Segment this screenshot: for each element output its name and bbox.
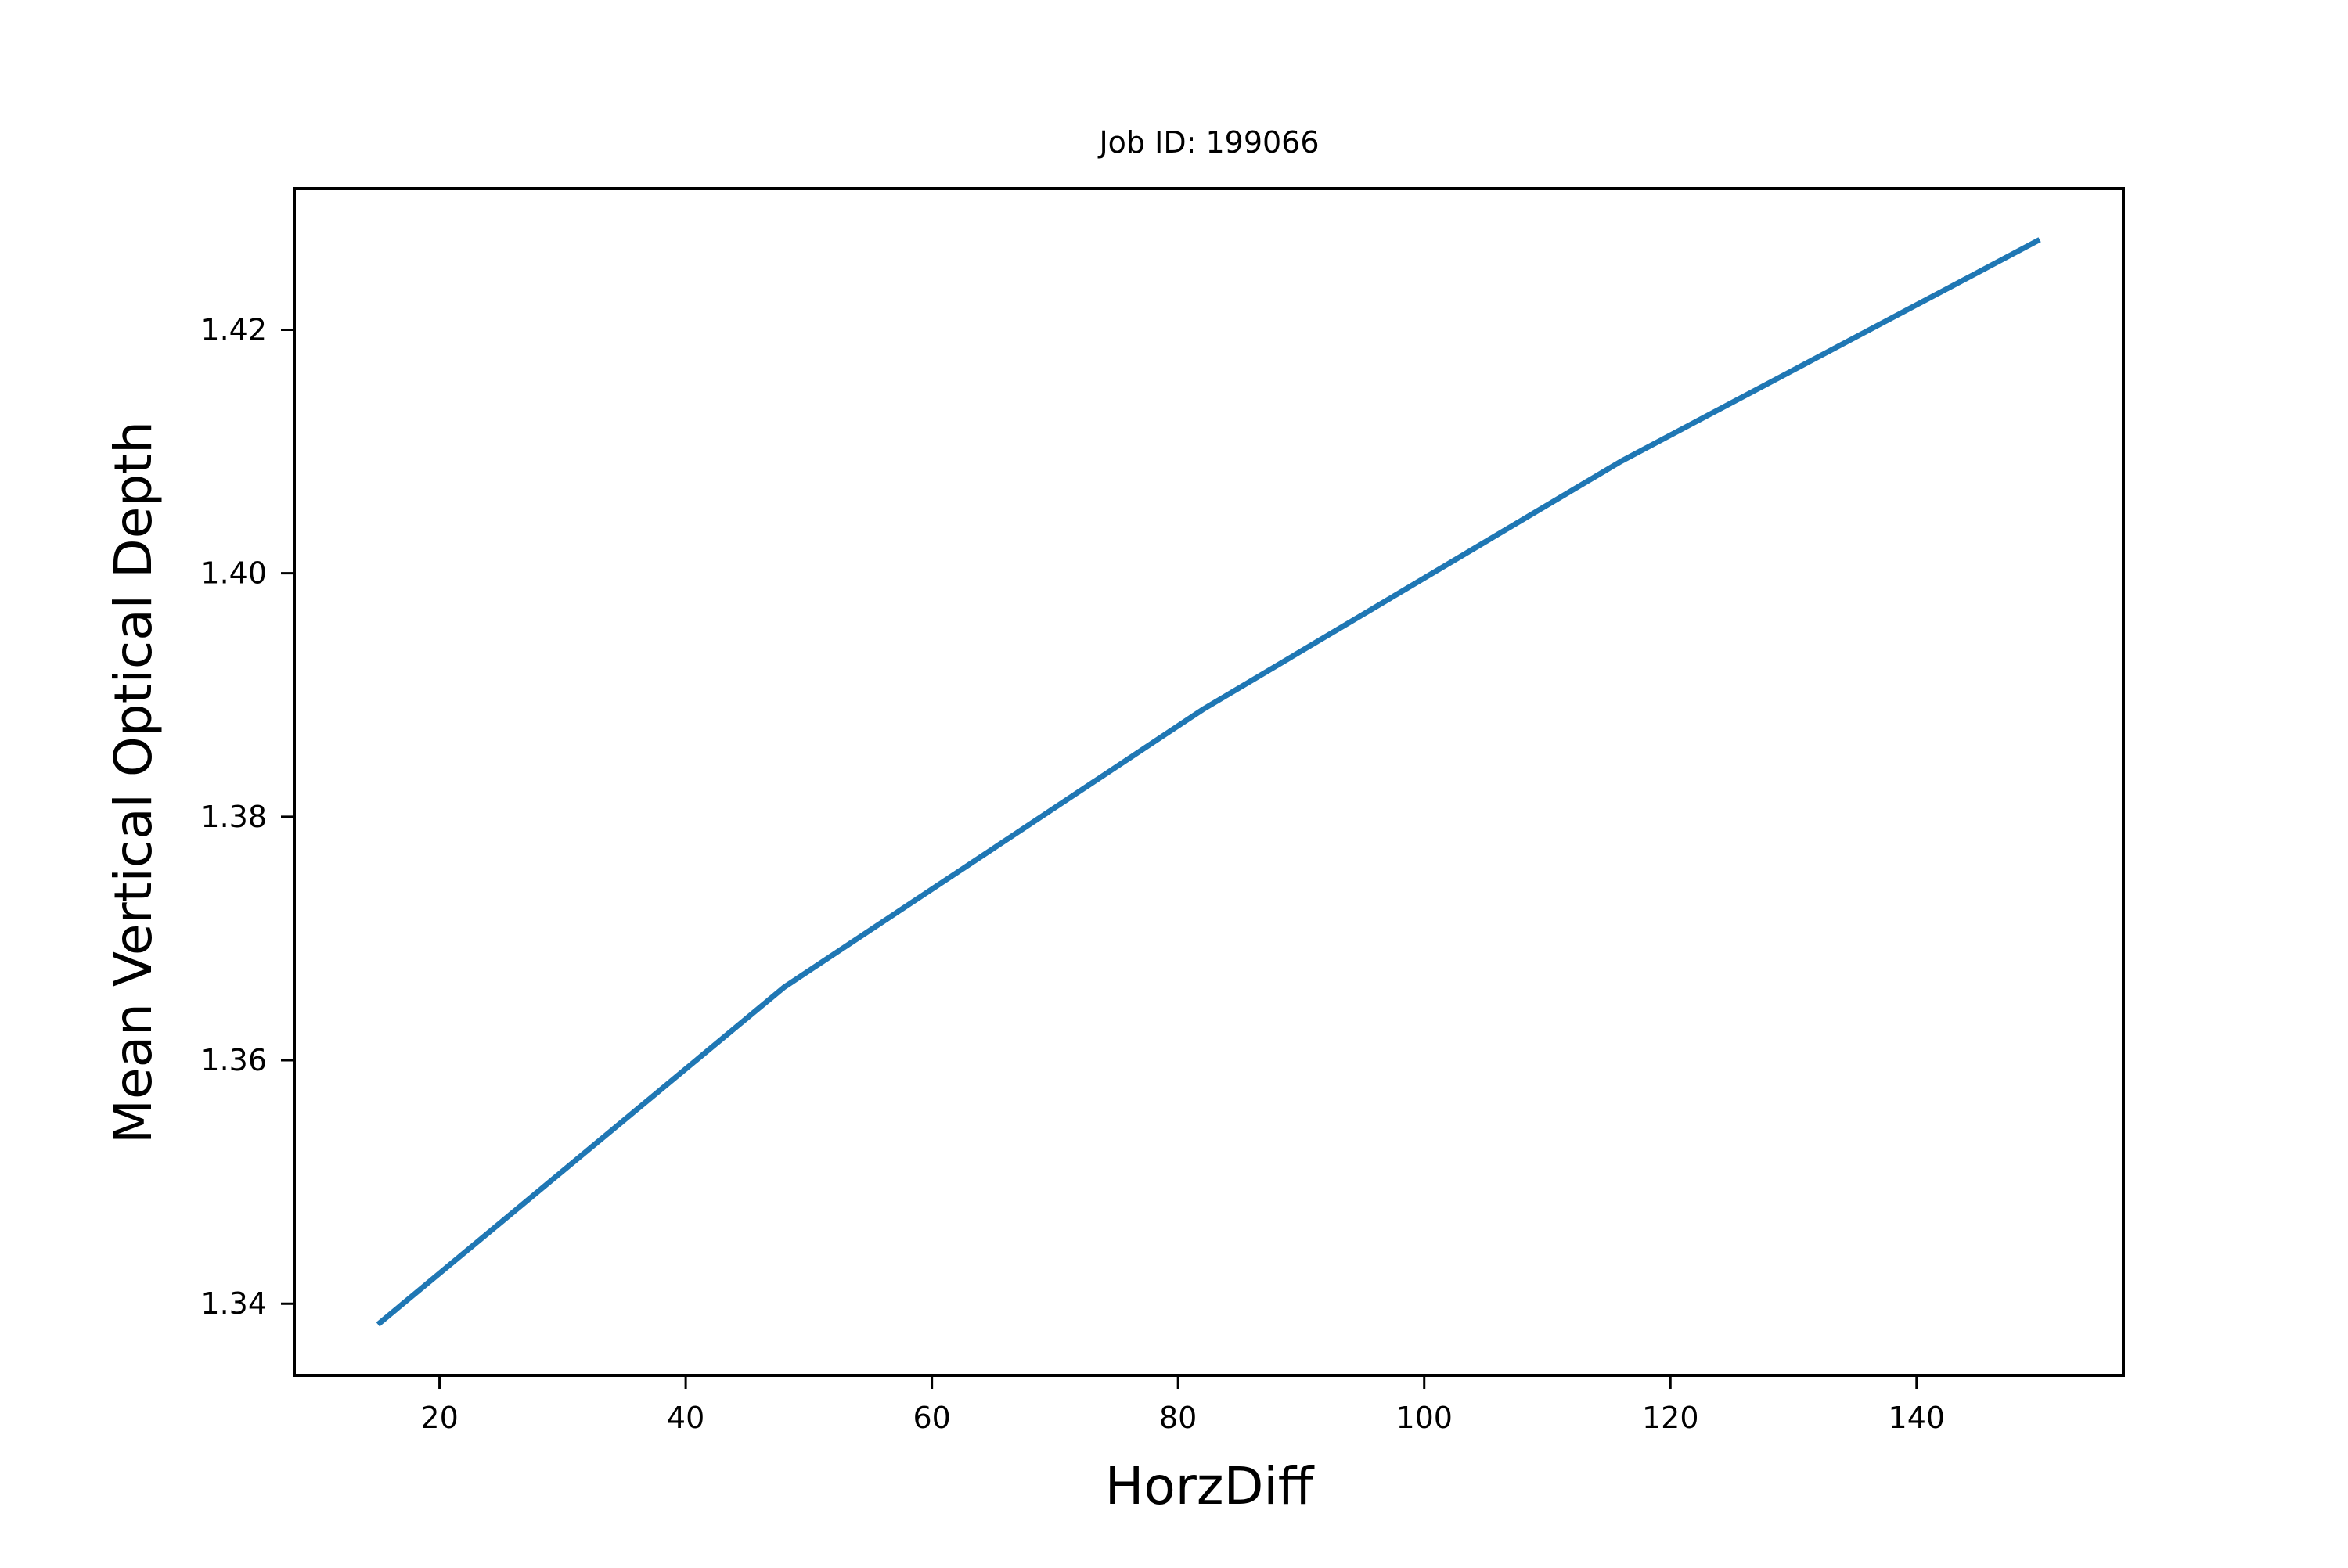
y-tick-label: 1.42 [200,312,267,347]
series-line-0 [376,237,2041,1327]
x-tick-label: 40 [667,1401,704,1435]
y-tick-label: 1.34 [200,1286,267,1321]
x-tick-label: 120 [1642,1401,1699,1435]
y-axis-label: Mean Vertical Optical Depth [103,421,164,1144]
x-tick-label: 100 [1395,1401,1453,1435]
x-tick-label: 60 [913,1401,950,1435]
plot-area: 20 40 60 80 100 120 140 1.34 1.36 1.38 1.40 1.42 [200,187,2125,1435]
x-tick-label: 80 [1159,1401,1197,1435]
y-tick-label: 1.40 [200,556,267,591]
x-tick-label: 140 [1889,1401,1946,1435]
chart-title: Job ID: 199066 [1097,125,1319,160]
x-axis-label: HorzDiff [1105,1456,1315,1516]
y-tick-label: 1.38 [200,800,267,834]
x-tick-label: 20 [420,1401,458,1435]
plot-frame [293,187,2125,1377]
y-tick-label: 1.36 [200,1043,267,1077]
